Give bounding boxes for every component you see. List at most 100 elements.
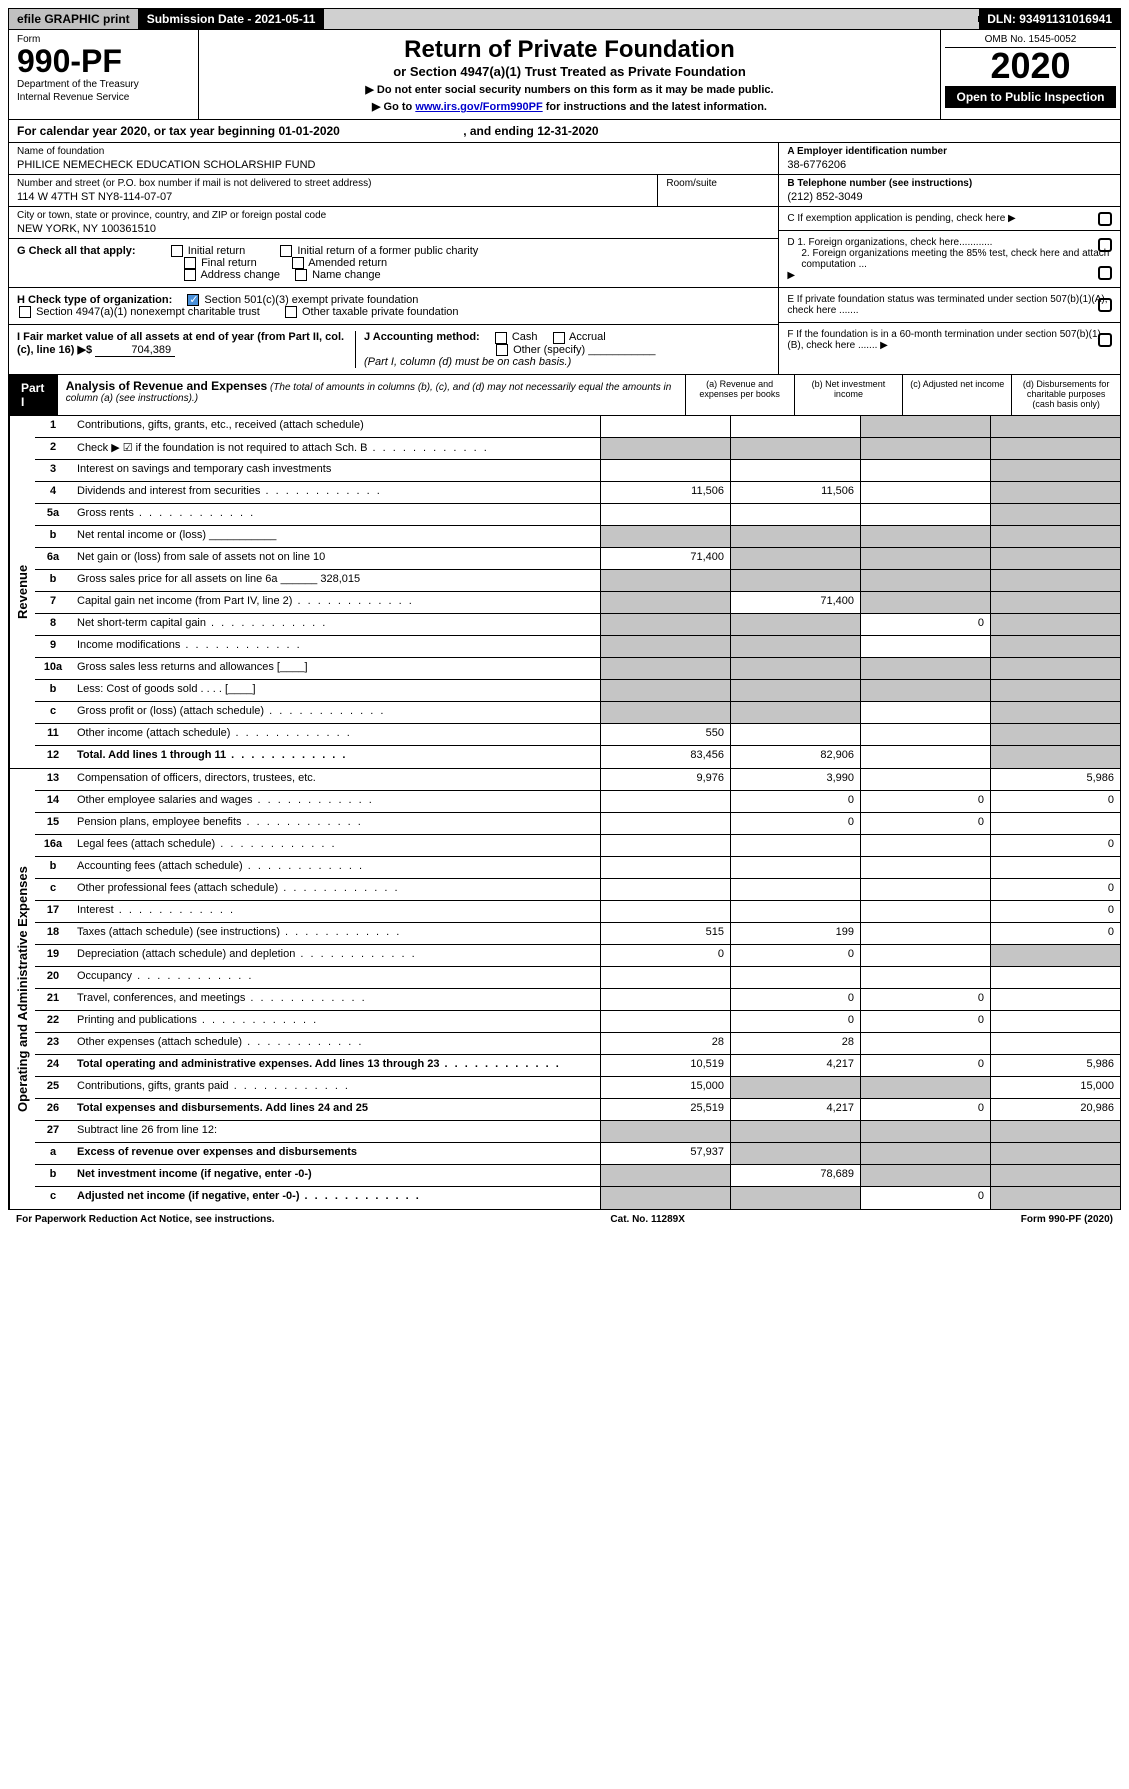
main-title: Return of Private Foundation (205, 36, 934, 64)
dept-treasury: Department of the Treasury (17, 79, 190, 90)
catalog-number: Cat. No. 11289X (275, 1214, 1021, 1225)
line-23: 23Other expenses (attach schedule)2828 (35, 1033, 1120, 1055)
initial-former-checkbox[interactable] (280, 245, 292, 257)
col-c-cell (860, 746, 990, 768)
4947a1-checkbox[interactable] (19, 306, 31, 318)
row-description: Net rental income or (loss) ___________ (71, 526, 600, 547)
line-20: 20Occupancy (35, 967, 1120, 989)
amended-return-checkbox[interactable] (292, 257, 304, 269)
col-c-cell (860, 1121, 990, 1142)
line-3: 3Interest on savings and temporary cash … (35, 460, 1120, 482)
col-c-header: (c) Adjusted net income (902, 375, 1011, 415)
col-dd-cell: 0 (990, 901, 1120, 922)
row-number: 22 (35, 1011, 71, 1032)
fmv-value: 704,389 (95, 344, 175, 357)
line-19: 19Depreciation (attach schedule) and dep… (35, 945, 1120, 967)
box-e: E If private foundation status was termi… (779, 288, 1120, 323)
col-b-header: (b) Net investment income (794, 375, 903, 415)
submission-date: Submission Date - 2021-05-11 (139, 9, 325, 29)
line-2: 2Check ▶ ☑ if the foundation is not requ… (35, 438, 1120, 460)
name-change-checkbox[interactable] (295, 269, 307, 281)
col-a-cell: 10,519 (600, 1055, 730, 1076)
col-a-cell (600, 504, 730, 525)
address-change-checkbox[interactable] (184, 269, 196, 281)
initial-return-checkbox[interactable] (171, 245, 183, 257)
col-a-cell (600, 614, 730, 635)
row-description: Contributions, gifts, grants paid (71, 1077, 600, 1098)
col-b-cell (730, 1143, 860, 1164)
irs-label: Internal Revenue Service (17, 92, 190, 103)
row-number: 23 (35, 1033, 71, 1054)
row-description: Excess of revenue over expenses and disb… (71, 1143, 600, 1164)
col-dd-cell: 0 (990, 835, 1120, 856)
row-number: 25 (35, 1077, 71, 1098)
accrual-checkbox[interactable] (553, 332, 565, 344)
row-description: Other income (attach schedule) (71, 724, 600, 745)
col-c-cell (860, 724, 990, 745)
col-c-cell (860, 482, 990, 503)
final-return-checkbox[interactable] (184, 257, 196, 269)
row-number: 3 (35, 460, 71, 481)
col-b-cell: 71,400 (730, 592, 860, 613)
instruction-2: ▶ Go to www.irs.gov/Form990PF for instru… (205, 100, 934, 113)
row-description: Capital gain net income (from Part IV, l… (71, 592, 600, 613)
col-a-cell (600, 658, 730, 679)
row-number: 1 (35, 416, 71, 437)
street-address: 114 W 47TH ST NY8-114-07-07 (17, 191, 649, 203)
revenue-label: Revenue (9, 416, 35, 768)
col-a-cell (600, 813, 730, 834)
section-h: H Check type of organization: Section 50… (9, 288, 778, 325)
col-a-cell: 550 (600, 724, 730, 745)
line-a: aExcess of revenue over expenses and dis… (35, 1143, 1120, 1165)
col-dd-cell (990, 1121, 1120, 1142)
col-c-cell: 0 (860, 1099, 990, 1120)
row-description: Depreciation (attach schedule) and deple… (71, 945, 600, 966)
row-number: c (35, 879, 71, 900)
part-i-title: Analysis of Revenue and Expenses (The to… (58, 375, 685, 415)
row-description: Printing and publications (71, 1011, 600, 1032)
box-d: D 1. Foreign organizations, check here..… (779, 231, 1120, 288)
ein-value: 38-6776206 (787, 159, 1112, 171)
col-a-cell (600, 438, 730, 459)
row-number: b (35, 526, 71, 547)
box-e-checkbox[interactable] (1098, 298, 1112, 312)
line-26: 26Total expenses and disbursements. Add … (35, 1099, 1120, 1121)
col-a-cell (600, 416, 730, 437)
box-d2-checkbox[interactable] (1098, 266, 1112, 280)
row-description: Total. Add lines 1 through 11 (71, 746, 600, 768)
col-dd-cell (990, 416, 1120, 437)
other-taxable-checkbox[interactable] (285, 306, 297, 318)
col-c-cell: 0 (860, 989, 990, 1010)
row-number: 17 (35, 901, 71, 922)
col-a-cell (600, 592, 730, 613)
row-number: 8 (35, 614, 71, 635)
col-b-cell (730, 857, 860, 878)
row-number: 11 (35, 724, 71, 745)
col-a-cell (600, 835, 730, 856)
row-description: Legal fees (attach schedule) (71, 835, 600, 856)
col-c-cell: 0 (860, 1055, 990, 1076)
phone-value: (212) 852-3049 (787, 191, 1112, 203)
line-7: 7Capital gain net income (from Part IV, … (35, 592, 1120, 614)
room-suite-label: Room/suite (658, 175, 778, 206)
col-b-cell: 0 (730, 813, 860, 834)
irs-link[interactable]: www.irs.gov/Form990PF (415, 101, 542, 113)
box-c-checkbox[interactable] (1098, 212, 1112, 226)
col-c-cell (860, 901, 990, 922)
col-c-cell (860, 526, 990, 547)
col-a-cell: 11,506 (600, 482, 730, 503)
box-f-checkbox[interactable] (1098, 333, 1112, 347)
box-d1-checkbox[interactable] (1098, 238, 1112, 252)
501c3-checkbox[interactable] (187, 294, 199, 306)
col-dd-cell (990, 592, 1120, 613)
row-description: Travel, conferences, and meetings (71, 989, 600, 1010)
col-c-cell (860, 945, 990, 966)
col-a-cell (600, 1187, 730, 1209)
col-dd-cell: 0 (990, 879, 1120, 900)
col-a-cell (600, 636, 730, 657)
line-13: 13Compensation of officers, directors, t… (35, 769, 1120, 791)
col-b-cell (730, 658, 860, 679)
other-method-checkbox[interactable] (496, 344, 508, 356)
row-number: 14 (35, 791, 71, 812)
cash-checkbox[interactable] (495, 332, 507, 344)
